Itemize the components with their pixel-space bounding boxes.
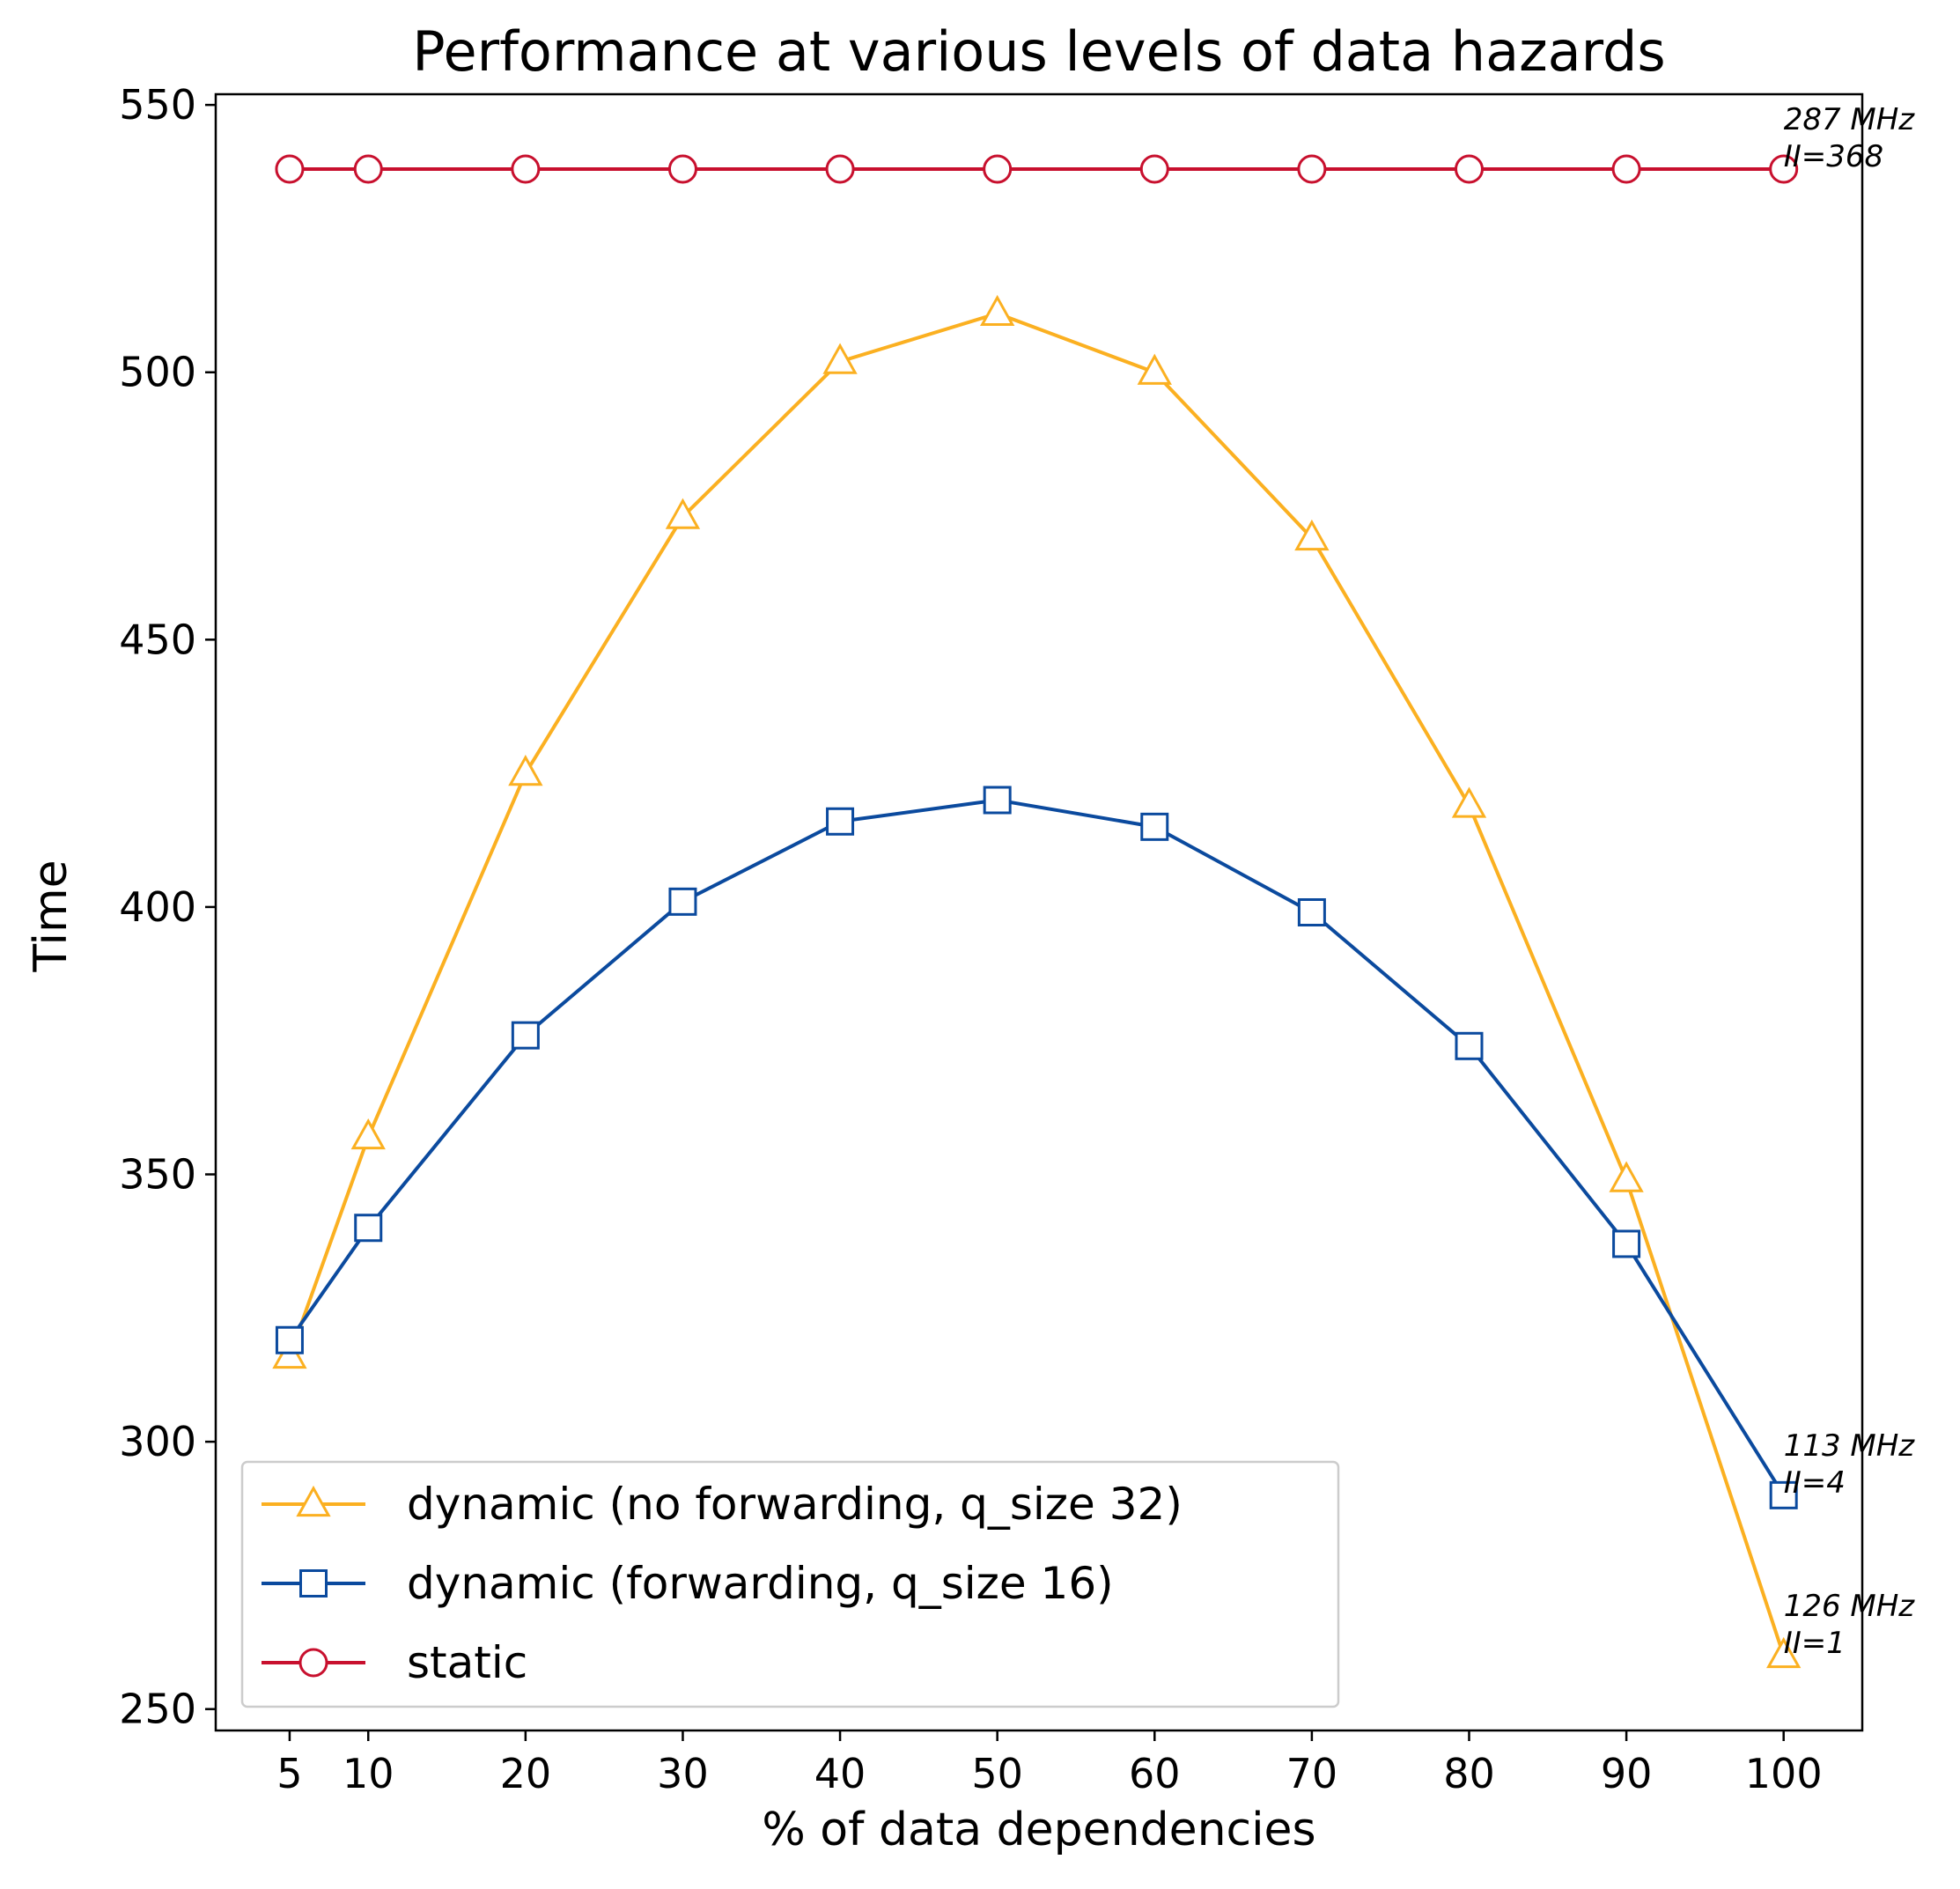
x-tick-label: 10 [343,1750,394,1797]
x-tick-label: 70 [1286,1750,1338,1797]
data-point-triangle [822,343,858,374]
series-layer [272,154,1802,1669]
x-axis-label: % of data dependencies [762,1804,1315,1856]
legend-marker-circle [298,1648,328,1678]
annotation-ii: II=1 [1784,1626,1846,1661]
data-point-triangle [1766,1636,1802,1669]
data-point-square [1455,1031,1484,1060]
data-point-square [1297,898,1326,926]
data-point-circle [1611,154,1641,184]
data-point-triangle [1137,353,1172,385]
data-point-circle [667,154,697,184]
series-line [288,311,1786,1657]
data-point-triangle [980,294,1015,327]
data-point-triangle [665,498,701,529]
data-point-square [668,887,697,916]
legend-label: dynamic (forwarding, q_size 16) [407,1558,1114,1609]
series-square [275,786,1798,1509]
series-circle [275,154,1799,184]
data-point-circle [1297,154,1327,184]
data-point-circle [353,154,383,184]
data-point-circle [511,154,541,184]
x-tick-label: 30 [657,1750,709,1797]
data-point-square [1769,1480,1798,1509]
data-point-circle [983,154,1013,184]
legend-label: static [407,1637,527,1688]
annotation-frequency: 113 MHz [1784,1428,1916,1464]
data-point-square [1140,812,1169,841]
data-point-square [511,1021,540,1050]
data-point-square [983,786,1012,815]
y-tick-label: 550 [119,81,196,129]
data-point-square [1612,1229,1641,1258]
y-tick-label: 450 [119,616,196,663]
data-point-triangle [350,1118,386,1150]
x-tick-label: 50 [971,1750,1023,1797]
legend-marker-triangle [296,1485,331,1517]
data-point-triangle [508,755,543,786]
data-point-circle [275,154,305,184]
data-point-circle [1139,154,1169,184]
y-tick-label: 500 [119,349,196,396]
x-tick-label: 100 [1745,1750,1823,1797]
x-tick-label: 90 [1601,1750,1653,1797]
x-tick-label: 80 [1443,1750,1495,1797]
annotation-ii: II=4 [1784,1465,1846,1501]
series-line [288,798,1786,1496]
annotation-ii: II=368 [1784,139,1883,174]
data-point-square [826,807,855,836]
legend: dynamic (no forwarding, q_size 32) dynami… [240,1460,1340,1708]
data-point-circle [1454,154,1484,184]
data-point-circle [1769,154,1799,184]
data-point-triangle [1294,519,1330,551]
annotation-frequency: 287 MHz [1784,102,1916,137]
series-triangle [272,294,1802,1669]
data-point-triangle [1451,786,1487,818]
y-tick-label: 300 [119,1418,196,1465]
data-point-square [354,1214,383,1243]
annotation-frequency: 126 MHz [1784,1589,1916,1624]
x-tick-label: 40 [814,1750,866,1797]
legend-label: dynamic (no forwarding, q_size 32) [407,1479,1183,1530]
x-tick-label: 20 [500,1750,552,1797]
data-point-square [275,1325,304,1354]
axes-layer: 250 300 350 400 450 500 550 5 10 20 30 40 50 60 70 80 90… [119,81,1864,1797]
y-tick-label: 400 [119,883,196,931]
y-tick-label: 250 [119,1686,196,1733]
chart-title: Performance at various levels of data ha… [412,19,1665,84]
x-tick-label: 5 [276,1750,302,1797]
data-point-circle [825,154,855,184]
data-point-triangle [1609,1161,1644,1192]
plot-frame [214,92,1864,1732]
y-axis-label: Time [25,860,77,972]
legend-box [240,1460,1340,1708]
x-tick-label: 60 [1129,1750,1181,1797]
legend-marker-square [299,1569,328,1598]
y-tick-label: 350 [119,1151,196,1199]
